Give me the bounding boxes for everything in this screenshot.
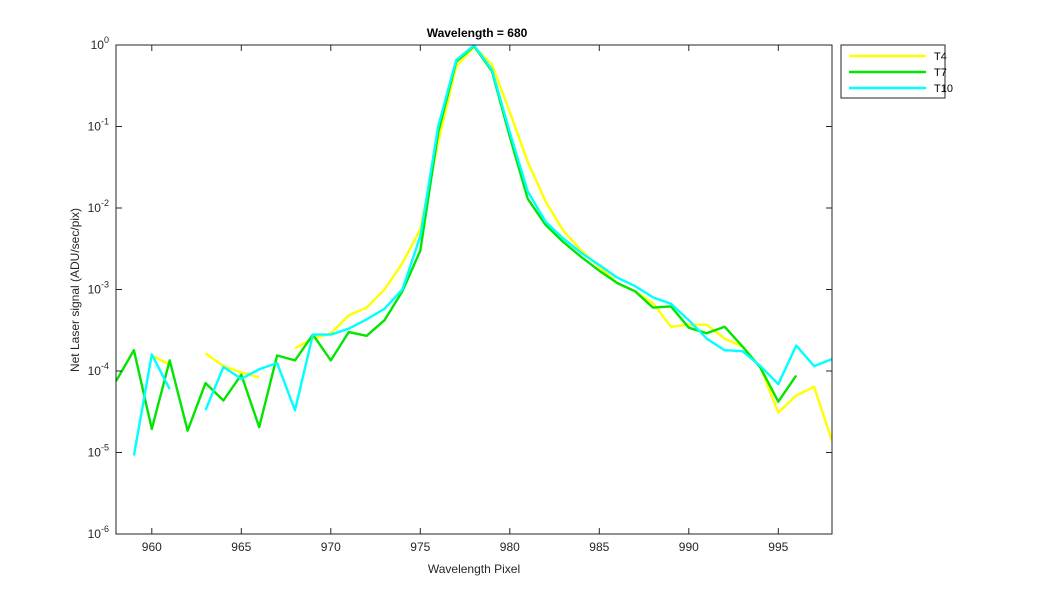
y-tick-label: 10-5 — [88, 443, 109, 460]
x-tick-label: 960 — [142, 540, 162, 554]
tick-layer: 960 965 970 975 980 985 990 995 10-6 10-5 10-4 10-3… — [88, 35, 832, 554]
y-tick-label: 10-3 — [88, 280, 109, 297]
x-tick-label: 970 — [321, 540, 341, 554]
y-tick-label: 10-6 — [88, 524, 109, 541]
x-tick-label: 985 — [589, 540, 609, 554]
legend-label-t4: T4 — [934, 51, 947, 63]
y-tick-label: 10-4 — [88, 361, 109, 378]
series-layer — [114, 44, 834, 456]
series-line-t10 — [132, 44, 833, 456]
x-axis-label: Wavelength Pixel — [428, 562, 520, 576]
y-tick-label: 10-1 — [88, 117, 109, 134]
x-tick-label: 975 — [410, 540, 430, 554]
x-tick-label: 995 — [768, 540, 788, 554]
x-tick-label: 990 — [679, 540, 699, 554]
x-tick-label: 965 — [231, 540, 251, 554]
y-axis-label: Net Laser signal (ADU/sec/pix) — [68, 208, 82, 372]
legend-label-t7: T7 — [934, 67, 947, 79]
legend: T4 T7 T10 — [840, 44, 953, 99]
legend-label-t10: T10 — [934, 83, 953, 95]
plot-area — [116, 45, 832, 534]
y-tick-label: 10-2 — [88, 198, 109, 215]
y-tick-label: 100 — [91, 35, 109, 52]
x-tick-label: 980 — [500, 540, 520, 554]
chart-title: Wavelength = 680 — [427, 26, 528, 40]
